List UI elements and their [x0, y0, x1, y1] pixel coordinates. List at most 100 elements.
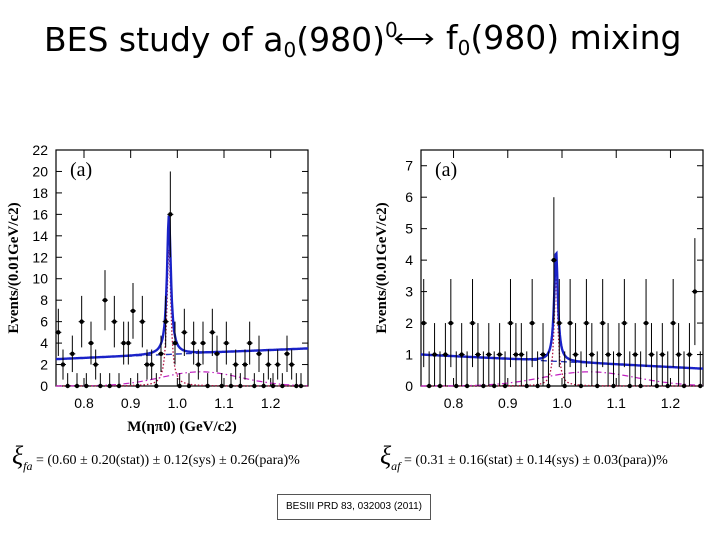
data-point: [508, 320, 513, 326]
data-point: [649, 352, 654, 357]
data-point: [130, 308, 136, 314]
signal-component-curve: [421, 278, 703, 387]
data-point: [551, 257, 557, 263]
data-point: [168, 212, 173, 217]
y-tick-label: 7: [405, 158, 413, 174]
x-tick-label: 1.0: [168, 395, 188, 411]
left-plot-svg: 0 2 4 6 8 10 12 14 16 18 20 22 0.8 0.9 1.0 1.1 1.2 (a) Eve…: [6, 142, 309, 435]
data-point: [616, 352, 622, 357]
data-point: [638, 383, 643, 389]
data-point: [112, 319, 117, 324]
data-point: [557, 320, 562, 326]
x-tick-label: 0.8: [444, 395, 464, 411]
data-point: [224, 340, 229, 346]
data-point: [687, 352, 692, 357]
data-point: [486, 352, 491, 357]
double-arrow-icon: [394, 33, 434, 45]
data-point: [459, 352, 464, 357]
y-tick-label: 16: [32, 206, 48, 222]
data-point: [256, 351, 262, 357]
y-tick-label: 18: [32, 185, 48, 201]
data-point: [149, 362, 154, 367]
data-point: [464, 383, 470, 389]
data-point: [182, 330, 187, 335]
y-tick-label: 5: [405, 221, 413, 237]
y-tick-label: 1: [405, 347, 413, 363]
data-point: [294, 383, 299, 389]
data-point: [654, 383, 660, 389]
y-tick-label: 3: [405, 284, 413, 300]
data-point: [546, 383, 551, 389]
data-point: [200, 340, 206, 346]
title-right: f0(980) mixing: [446, 18, 682, 60]
y-tick-label: 20: [32, 163, 48, 179]
data-point: [298, 383, 304, 389]
data-point: [266, 362, 271, 367]
data-point: [158, 351, 164, 357]
panel-label: (a): [70, 159, 92, 181]
xi-fa-formula: ξfa = (0.60 ± 0.20(stat)) ± 0.12(sys) ± …: [12, 441, 300, 473]
data-point: [214, 351, 220, 357]
data-point: [437, 383, 443, 389]
data-point: [284, 351, 290, 357]
slide-title: BES study of a0(980)0 f0(980) mixing: [0, 14, 720, 64]
y-tick-label: 22: [32, 142, 48, 158]
y-tick-label: 6: [40, 314, 48, 330]
data-point: [191, 340, 196, 346]
y-axis-title: Events/(0.01GeV/c2): [6, 202, 22, 333]
data-point: [540, 352, 546, 357]
data-point: [144, 362, 150, 367]
data-point: [584, 320, 589, 326]
data-point: [665, 383, 670, 389]
right-plot: 0 1 2 3 4 5 6 7 0.8 0.9 1.0 1.1 1.2 (a) Events/(0.01Ge…: [365, 138, 710, 428]
data-point: [186, 383, 192, 389]
x-tick-label: 1.1: [214, 395, 234, 411]
data-point: [426, 383, 432, 389]
data-point: [107, 383, 112, 389]
data-point: [84, 383, 89, 389]
x-tick-label: 0.9: [498, 395, 518, 411]
data-point: [524, 383, 529, 389]
data-point: [605, 352, 611, 357]
data-point: [600, 320, 605, 326]
data-point: [502, 383, 508, 389]
x-tick-label: 1.2: [261, 395, 281, 411]
data-point: [470, 320, 475, 326]
data-point: [497, 352, 502, 357]
data-point: [177, 383, 182, 389]
data-point: [228, 383, 234, 389]
total-fit-curve: [421, 250, 704, 370]
data-point: [475, 352, 481, 357]
xi-af-formula: ξaf = (0.31 ± 0.16(stat) ± 0.14(sys) ± 0…: [380, 441, 668, 473]
y-tick-label: 14: [32, 228, 48, 244]
data-point: [481, 383, 486, 389]
data-point: [210, 330, 215, 335]
x-tick-label: 1.2: [661, 395, 681, 411]
data-point: [252, 383, 257, 389]
data-point: [74, 383, 80, 389]
data-point: [529, 320, 535, 326]
data-point: [611, 383, 616, 389]
data-point: [627, 383, 632, 389]
right-plot-svg: 0 1 2 3 4 5 6 7 0.8 0.9 1.0 1.1 1.2 (a) Events/(0.01Ge…: [374, 149, 704, 411]
y-tick-label: 4: [40, 335, 48, 351]
data-point: [270, 383, 276, 389]
x-tick-label: 0.8: [74, 395, 94, 411]
data-point: [643, 320, 649, 326]
data-point: [154, 383, 159, 389]
title-left: BES study of a0(980)0: [44, 18, 398, 62]
data-point: [56, 330, 61, 335]
data-point: [280, 383, 285, 389]
data-point: [238, 383, 243, 389]
x-tick-label: 1.0: [552, 395, 572, 411]
data-point: [88, 340, 94, 346]
data-point: [233, 362, 238, 367]
data-point: [70, 351, 75, 357]
y-tick-label: 8: [40, 292, 48, 308]
data-point: [116, 383, 122, 389]
data-point: [219, 383, 224, 389]
data-point: [513, 352, 519, 357]
data-point: [676, 352, 681, 357]
data-point: [681, 383, 687, 389]
data-point: [121, 340, 126, 346]
